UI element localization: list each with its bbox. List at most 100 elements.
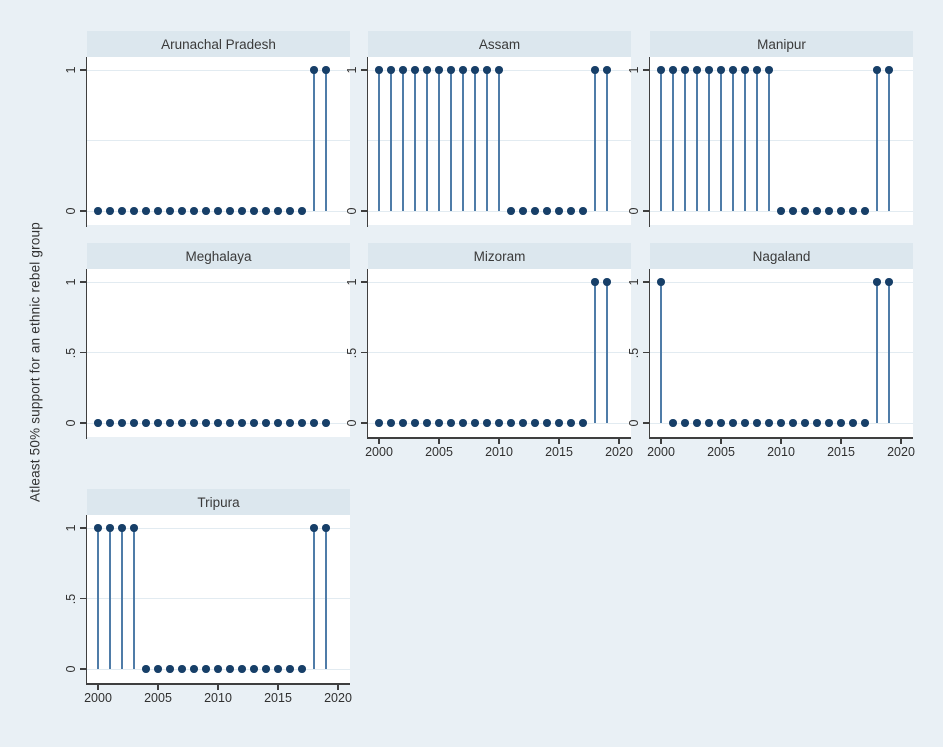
data-point-dot-2009: [765, 66, 773, 74]
data-point-dot-2001: [669, 419, 677, 427]
data-point-dot-2010: [777, 419, 785, 427]
data-point-dot-2012: [238, 665, 246, 673]
gridline-y1: [650, 69, 913, 71]
data-point-dot-2006: [166, 665, 174, 673]
data-point-dot-2000: [94, 524, 102, 532]
data-point-dot-2012: [519, 419, 527, 427]
data-point-dot-2004: [142, 207, 150, 215]
stem-2018: [593, 70, 597, 211]
y-tick-0: [361, 210, 367, 212]
data-point-dot-2010: [214, 419, 222, 427]
data-point-dot-2006: [447, 66, 455, 74]
x-tick-2005: [438, 438, 440, 444]
stem-2018: [875, 70, 879, 211]
data-point-dot-2013: [250, 207, 258, 215]
data-point-dot-2005: [154, 207, 162, 215]
data-point-dot-2019: [322, 524, 330, 532]
y-tick-1: [361, 69, 367, 71]
stem-2005: [437, 70, 441, 211]
y-tick-1: [643, 281, 649, 283]
data-point-dot-2017: [579, 207, 587, 215]
y-tick-label-.5: .5: [64, 593, 78, 604]
data-point-dot-2010: [214, 207, 222, 215]
stem-2000: [96, 528, 100, 669]
data-point-dot-2001: [669, 66, 677, 74]
data-point-dot-2002: [118, 419, 126, 427]
stem-2002: [683, 70, 687, 211]
stem-2019: [605, 282, 609, 423]
data-point-dot-2017: [298, 665, 306, 673]
data-point-dot-2016: [286, 419, 294, 427]
data-point-dot-2011: [226, 207, 234, 215]
x-tick-2015: [840, 438, 842, 444]
data-point-dot-2004: [423, 66, 431, 74]
x-tick-label-2010: 2010: [767, 445, 795, 459]
data-point-dot-2009: [483, 66, 491, 74]
x-tick-2005: [157, 684, 159, 690]
data-point-dot-2001: [387, 419, 395, 427]
data-point-dot-2001: [106, 524, 114, 532]
y-tick-label-0: 0: [345, 419, 359, 427]
data-point-dot-2004: [142, 419, 150, 427]
y-tick-0: [80, 422, 86, 424]
y-tick-1: [80, 527, 86, 529]
data-point-dot-2014: [262, 207, 270, 215]
data-point-dot-2007: [178, 207, 186, 215]
data-point-dot-2005: [717, 66, 725, 74]
data-point-dot-2012: [519, 207, 527, 215]
stem-2002: [120, 528, 124, 669]
gridline-y0.5: [368, 352, 631, 353]
data-point-dot-2005: [154, 419, 162, 427]
y-tick-label-.5: .5: [345, 347, 359, 358]
gridline-y0.5: [87, 140, 350, 141]
data-point-dot-2001: [387, 66, 395, 74]
data-point-dot-2002: [399, 419, 407, 427]
data-point-dot-2005: [435, 66, 443, 74]
data-point-dot-2007: [459, 419, 467, 427]
data-point-dot-2019: [885, 66, 893, 74]
data-point-dot-2000: [375, 419, 383, 427]
stem-2001: [108, 528, 112, 669]
y-tick-label-1: 1: [345, 66, 359, 74]
plot-area-nagaland: 1 .5 0 2000 2005 2010 2015 2020: [627, 269, 915, 459]
data-point-dot-2003: [130, 524, 138, 532]
data-point-dot-2013: [250, 665, 258, 673]
stem-2003: [132, 528, 136, 669]
data-point-dot-2014: [543, 419, 551, 427]
x-tick-label-2005: 2005: [707, 445, 735, 459]
panel-header-meghalaya: Meghalaya: [87, 243, 350, 269]
stem-2007: [743, 70, 747, 211]
y-tick-.5: [80, 597, 86, 600]
y-axis-line: [648, 57, 650, 227]
data-point-dot-2007: [741, 419, 749, 427]
panel-title: Mizoram: [473, 248, 526, 264]
y-tick-.5: [643, 351, 649, 354]
y-tick-label-1: 1: [627, 278, 641, 286]
x-tick-label-2005: 2005: [425, 445, 453, 459]
gridline-y0.5: [650, 352, 913, 353]
data-point-dot-2003: [130, 207, 138, 215]
stem-2006: [731, 70, 735, 211]
data-point-dot-2005: [154, 665, 162, 673]
y-tick-0: [361, 422, 367, 424]
data-point-dot-2009: [765, 419, 773, 427]
x-tick-2000: [378, 438, 380, 444]
data-point-dot-2014: [825, 207, 833, 215]
data-point-dot-2013: [813, 419, 821, 427]
stem-2008: [755, 70, 759, 211]
data-point-dot-2008: [753, 419, 761, 427]
stem-2018: [875, 282, 879, 423]
y-tick-label-1: 1: [345, 278, 359, 286]
y-tick-0: [643, 422, 649, 424]
y-axis-line: [85, 269, 87, 439]
data-point-dot-2011: [507, 419, 515, 427]
data-point-dot-2012: [238, 207, 246, 215]
data-point-dot-2014: [825, 419, 833, 427]
data-point-dot-2015: [555, 419, 563, 427]
data-point-dot-2002: [118, 524, 126, 532]
panel-title: Assam: [478, 36, 521, 52]
data-point-dot-2014: [543, 207, 551, 215]
stem-2001: [389, 70, 393, 211]
data-point-dot-2014: [262, 665, 270, 673]
